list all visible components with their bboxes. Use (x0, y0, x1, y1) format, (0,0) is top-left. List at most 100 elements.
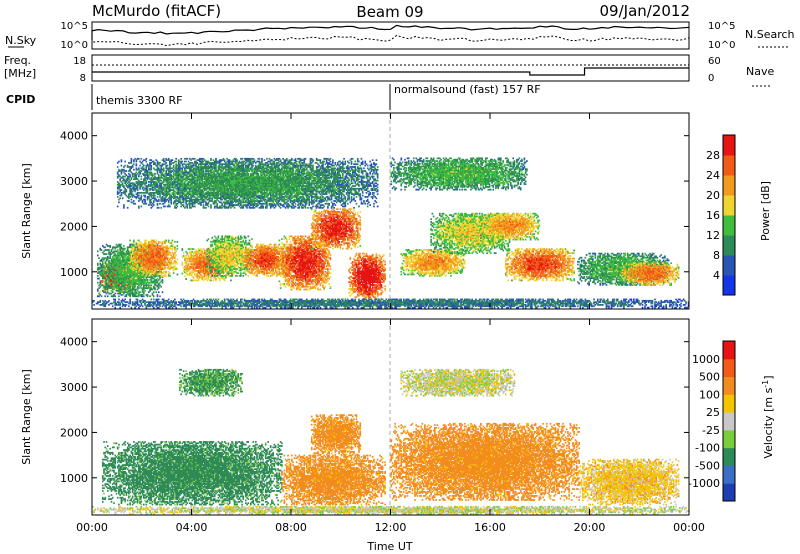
heatmap-cell-power-1 (123, 264, 125, 266)
heatmap-cell-power-2 (151, 260, 154, 262)
heatmap-cell-power-2 (161, 274, 164, 277)
heatmap-cell-power-2 (140, 257, 143, 260)
heatmap-cell-power-1 (111, 246, 114, 249)
heatmap-cell-power-1 (118, 295, 120, 298)
heatmap-cell-power-4 (236, 274, 238, 277)
heatmap-cell-power-2 (144, 253, 146, 255)
heatmap-cell-power-3 (190, 263, 192, 265)
heatmap-cell-power-1 (141, 283, 144, 285)
heatmap-cell-power-2 (151, 262, 154, 265)
heatmap-cell-power-2 (159, 265, 161, 268)
heatmap-cell-power-2 (136, 255, 139, 258)
heatmap-cell-power-1 (121, 261, 124, 264)
heatmap-cell-power-2 (176, 247, 179, 250)
heatmap-cell-power-3 (184, 271, 186, 274)
heatmap-cell-power-0 (103, 289, 105, 292)
heatmap-cell-power-2 (160, 265, 163, 268)
heatmap-cell-power-1 (99, 294, 102, 296)
heatmap-cell-power-2 (159, 264, 161, 266)
heatmap-cell-power-2 (134, 268, 136, 270)
heatmap-cell-power-2 (161, 264, 164, 266)
heatmap-cell-power-1 (109, 268, 112, 270)
heatmap-cell-power-3 (190, 250, 192, 253)
heatmap-cell-power-2 (161, 258, 164, 261)
heatmap-cell-power-2 (152, 260, 155, 262)
heatmap-cell-power-1 (130, 276, 133, 279)
heatmap-cell-power-1 (104, 291, 107, 294)
heatmap-cell-power-2 (172, 261, 175, 264)
heatmap-cell-power-1 (121, 268, 124, 270)
heatmap-cell-power-0 (104, 278, 107, 281)
heatmap-cell-power-1 (135, 279, 138, 281)
heatmap-cell-power-2 (136, 260, 139, 262)
heatmap-cell-power-2 (164, 266, 166, 269)
heatmap-cell-power-1 (116, 255, 119, 258)
heatmap-cell-power-3 (189, 274, 191, 276)
heatmap-cell-power-2 (142, 261, 145, 264)
heatmap-cell-power-1 (142, 273, 145, 276)
heatmap-cell-power-1 (125, 294, 128, 296)
heatmap-cell-power-2 (157, 258, 160, 261)
heatmap-cell-power-1 (138, 291, 140, 294)
heatmap-cell-power-1 (105, 279, 108, 281)
heatmap-cell-power-2 (141, 255, 144, 258)
heatmap-cell-power-2 (172, 265, 175, 268)
heatmap-cell-power-2 (134, 254, 136, 257)
heatmap-cell-power-2 (145, 260, 148, 262)
heatmap-cell-power-2 (169, 266, 171, 269)
heatmap-cell-power-2 (151, 258, 154, 261)
heatmap-cell-power-3 (192, 252, 195, 255)
heatmap-cell-power-1 (113, 280, 115, 283)
heatmap-cell-power-0 (100, 279, 103, 282)
heatmap-cell-power-2 (151, 257, 154, 260)
heatmap-cell-power-2 (151, 249, 154, 251)
heatmap-cell-power-2 (154, 240, 156, 243)
heatmap-cell-power-0 (130, 285, 133, 288)
heatmap-cell-power-2 (172, 253, 175, 255)
heatmap-cell-power-2 (146, 272, 149, 275)
heatmap-cell-power-1 (128, 277, 130, 280)
heatmap-cell-power-1 (104, 273, 107, 276)
heatmap-cell-power-1 (139, 277, 141, 280)
heatmap-cell-power-3 (187, 255, 190, 257)
heatmap-cell-power-3 (185, 257, 187, 260)
heatmap-cell-power-0 (105, 275, 108, 278)
heatmap-cell-power-2 (159, 261, 161, 264)
heatmap-cell-power-1 (114, 277, 117, 280)
heatmap-cell-power-2 (165, 264, 168, 266)
heatmap-cell-power-2 (141, 249, 144, 251)
heatmap-cell-power-6 (307, 285, 309, 288)
heatmap-cell-power-2 (144, 242, 146, 245)
heatmap-cell-power-2 (167, 265, 170, 268)
heatmap-cell-power-2 (167, 257, 170, 260)
heatmap-cell-power-1 (106, 288, 109, 291)
heatmap-cell-power-2 (134, 264, 136, 266)
heatmap-cell-power-1 (134, 266, 136, 269)
heatmap-cell-power-4 (207, 262, 210, 265)
heatmap-cell-power-2 (147, 265, 150, 268)
noise-right-tick-bottom: 10^0 (708, 40, 735, 51)
heatmap-cell-power-2 (138, 269, 140, 272)
heatmap-cell-power-2 (157, 253, 160, 255)
heatmap-cell-power-1 (96, 288, 99, 291)
heatmap-cell-power-2 (142, 262, 145, 265)
heatmap-cell-power-2 (167, 251, 170, 254)
heatmap-cell-power-2 (171, 243, 174, 246)
heatmap-cell-power-2 (156, 262, 159, 265)
heatmap-cell-power-2 (167, 260, 170, 262)
heatmap-cell-power-2 (150, 260, 153, 262)
heatmap-cell-power-1 (136, 262, 139, 265)
heatmap-cell-power-1 (140, 281, 143, 284)
heatmap-cell-power-1 (96, 266, 99, 269)
power-heatmap (92, 157, 690, 309)
heatmap-cell-power-2 (135, 268, 138, 270)
heatmap-cell-power-1 (130, 288, 133, 291)
heatmap-cell-power-1 (120, 277, 123, 280)
heatmap-cell-power-1 (154, 281, 156, 284)
heatmap-cell-power-2 (150, 249, 153, 251)
heatmap-cell-power-1 (124, 261, 126, 264)
heatmap-cell-power-2 (130, 250, 133, 253)
heatmap-cell-power-3 (191, 265, 194, 268)
heatmap-cell-power-1 (131, 279, 134, 281)
heatmap-cell-power-1 (129, 246, 131, 249)
